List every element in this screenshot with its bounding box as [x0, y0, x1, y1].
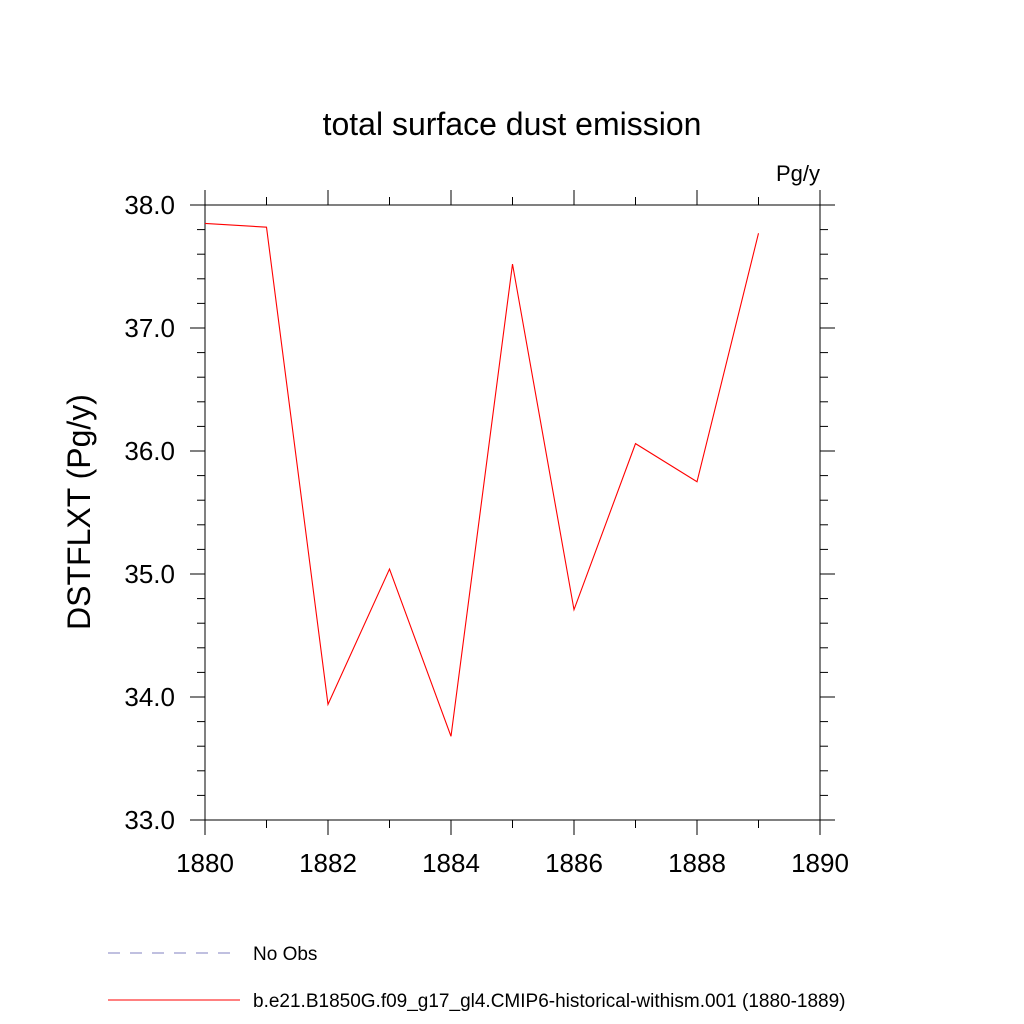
x-tick-label: 1880: [176, 848, 234, 878]
y-axis-label: DSTFLXT (Pg/y): [61, 394, 97, 630]
y-tick-label: 37.0: [124, 313, 175, 343]
x-tick-label: 1884: [422, 848, 480, 878]
legend: No Obs b.e21.B1850G.f09_g17_gl4.CMIP6-hi…: [108, 944, 846, 1012]
y-tick-label: 34.0: [124, 682, 175, 712]
chart-title: total surface dust emission: [323, 106, 702, 142]
series-layer: [204, 222, 760, 737]
x-tick-labels: 1880 1882 1884 1886 1888 1890: [176, 848, 849, 878]
y-tick-label: 36.0: [124, 436, 175, 466]
units-label: Pg/y: [776, 161, 820, 186]
axis-ticks: [190, 190, 835, 835]
y-tick-label: 38.0: [124, 190, 175, 220]
x-tick-label: 1886: [545, 848, 603, 878]
x-tick-label: 1890: [791, 848, 849, 878]
series-line: [204, 222, 760, 737]
legend-label-model: b.e21.B1850G.f09_g17_gl4.CMIP6-historica…: [253, 991, 846, 1012]
legend-label-no-obs: No Obs: [253, 944, 317, 965]
y-tick-label: 33.0: [124, 805, 175, 835]
x-tick-label: 1888: [668, 848, 726, 878]
x-tick-label: 1882: [299, 848, 357, 878]
y-tick-labels: 33.0 34.0 35.0 36.0 37.0 38.0: [124, 190, 175, 835]
plot-frame: [204, 204, 821, 821]
y-tick-label: 35.0: [124, 559, 175, 589]
